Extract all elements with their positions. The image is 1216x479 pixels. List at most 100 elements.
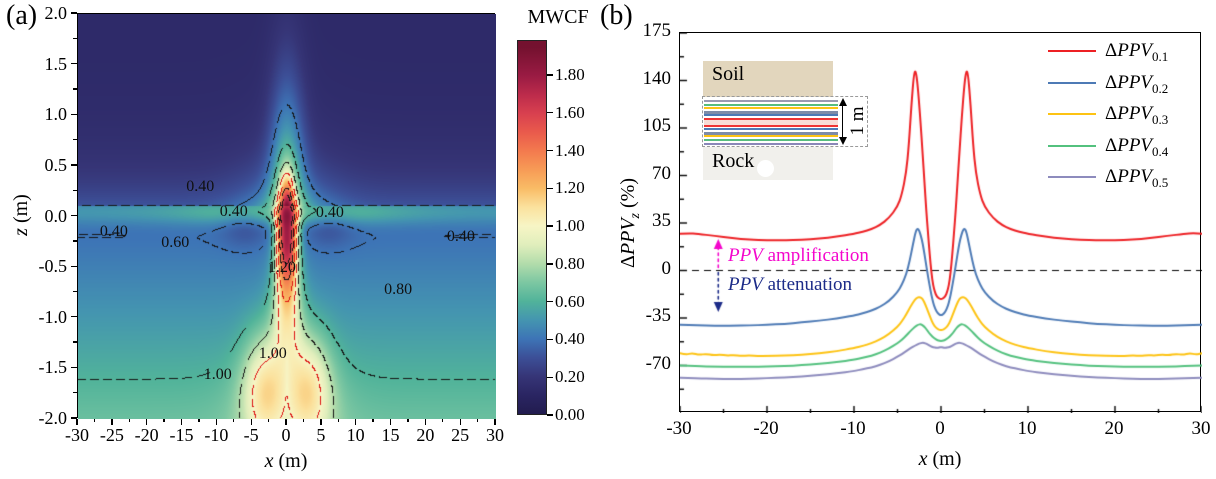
axis-tick bbox=[73, 341, 77, 343]
colorbar-tick-label: 0.20 bbox=[555, 367, 585, 387]
colorbar-gradient bbox=[517, 40, 547, 415]
axis-tick bbox=[302, 418, 305, 422]
legend-label-part: PPV bbox=[1117, 71, 1153, 93]
legend-label-part: 0.2 bbox=[1152, 80, 1169, 96]
legend-line-sample bbox=[1048, 50, 1096, 52]
legend-label-part: 0.1 bbox=[1152, 48, 1169, 64]
inset-dim-arrow-line bbox=[842, 101, 844, 142]
soil-layer-line bbox=[704, 107, 838, 110]
panel-a-x-tick-label: 20 bbox=[416, 425, 435, 445]
panel-a-x-unit: (m) bbox=[273, 450, 308, 472]
panel-b-tag: (b) bbox=[600, 0, 633, 31]
axis-tick bbox=[70, 113, 77, 115]
axis-tick bbox=[424, 418, 427, 425]
axis-tick bbox=[73, 88, 77, 90]
panel-b-x-tick-label: -20 bbox=[753, 418, 779, 439]
legend-line-sample bbox=[1048, 176, 1096, 178]
contour-value-label: 0.80 bbox=[384, 281, 413, 299]
axis-tick bbox=[73, 240, 77, 242]
panel-a-z-tick-label: -2.0 bbox=[38, 408, 68, 428]
panel-b-x-tick-label: -30 bbox=[666, 418, 692, 439]
contour-value-label: 0.40 bbox=[315, 204, 344, 222]
axis-tick bbox=[459, 418, 461, 425]
inset-dashed-box bbox=[702, 96, 868, 147]
colorbar-tick-label: 1.60 bbox=[555, 102, 585, 122]
axis-tick bbox=[547, 263, 553, 265]
legend-label-part: Δ bbox=[1105, 134, 1118, 156]
axis-tick bbox=[389, 418, 392, 425]
soil-layer-line bbox=[704, 117, 838, 120]
panel-a-x-tick-label: 15 bbox=[381, 425, 400, 445]
ppv-attenuation-annotation: PPV attenuation bbox=[728, 274, 852, 296]
soil-layer-line bbox=[704, 128, 838, 131]
panel-a-z-tick-label: 1.0 bbox=[44, 104, 68, 125]
soil-layer-line bbox=[704, 100, 838, 102]
axis-tick bbox=[73, 290, 77, 293]
colorbar-tick-label: 1.20 bbox=[555, 178, 585, 198]
panel-b-x-tick-label: 20 bbox=[1104, 418, 1124, 439]
panel-b-x-var: x bbox=[918, 448, 928, 470]
soil-layer-line bbox=[704, 135, 838, 138]
axis-tick bbox=[128, 418, 130, 422]
panel-a-z-tick-label: 0.5 bbox=[44, 154, 68, 175]
axis-tick bbox=[111, 418, 113, 425]
panel-b-y-tick-label: 0 bbox=[661, 257, 672, 279]
panel-a-x-var: x bbox=[264, 450, 274, 472]
ppv-attenuation-symbol: PPV bbox=[728, 274, 763, 295]
panel-b-y-tick-label: 70 bbox=[652, 162, 671, 184]
legend-label-part: 0.3 bbox=[1152, 111, 1169, 127]
ppv-amplification-text: amplification bbox=[762, 245, 869, 266]
colorbar-tick-label: 1.80 bbox=[555, 64, 585, 84]
legend-label-part: 0.5 bbox=[1152, 174, 1169, 190]
legend-item: ΔPPV0.1 bbox=[1048, 40, 1169, 64]
panel-a-x-tick-label: -15 bbox=[169, 425, 194, 445]
panel-b-y-tick-label: -35 bbox=[645, 305, 671, 326]
panel-a-x-tick-label: -25 bbox=[99, 425, 124, 445]
axis-tick bbox=[547, 414, 553, 416]
ppv-amplification-annotation: PPV amplification bbox=[728, 245, 869, 267]
colorbar-tick-label: 0.60 bbox=[555, 291, 585, 311]
contour-value-label: 1.00 bbox=[203, 366, 232, 384]
axis-tick bbox=[547, 338, 553, 341]
axis-tick bbox=[233, 418, 235, 422]
legend-item: ΔPPV0.4 bbox=[1048, 135, 1168, 157]
ppv-amplification-symbol: PPV bbox=[728, 245, 763, 266]
colorbar-title: MWCF bbox=[527, 6, 589, 28]
axis-tick bbox=[70, 366, 77, 369]
axis-tick bbox=[337, 418, 339, 422]
ppv-attenuation-text: attenuation bbox=[762, 274, 852, 295]
legend-item: ΔPPV0.5 bbox=[1048, 166, 1169, 190]
axis-tick bbox=[215, 418, 218, 425]
contour-value-label: 0.40 bbox=[219, 203, 248, 221]
axis-tick bbox=[267, 418, 270, 422]
panel-a-x-tick-label: -10 bbox=[204, 425, 229, 445]
axis-tick bbox=[547, 74, 553, 76]
contour-value-label: 0.40 bbox=[446, 227, 475, 245]
contour-value-label: 1.20 bbox=[267, 259, 296, 277]
legend-line-sample bbox=[1048, 144, 1096, 147]
contour-value-label: 0.60 bbox=[161, 233, 190, 251]
legend-label-part: PPV bbox=[1117, 166, 1153, 187]
axis-tick bbox=[70, 164, 77, 166]
legend-label: ΔPPV0.5 bbox=[1105, 166, 1169, 190]
panel-a-x-tick-label: 10 bbox=[346, 425, 365, 445]
axis-tick bbox=[250, 418, 252, 425]
axis-tick bbox=[73, 37, 77, 39]
axis-tick bbox=[70, 214, 77, 217]
axis-tick bbox=[355, 418, 357, 425]
soil-layer-line bbox=[704, 139, 838, 141]
axis-tick bbox=[93, 418, 96, 422]
axis-tick bbox=[285, 418, 287, 425]
axis-tick bbox=[320, 418, 322, 425]
legend-label-part: PPV bbox=[1117, 40, 1153, 61]
panel-a-z-tick-label: -1.0 bbox=[38, 306, 68, 327]
inset-dim-arrowhead-down bbox=[838, 137, 847, 145]
panel-b-y-tick-label: 175 bbox=[642, 20, 672, 41]
panel-b-y-tick-label: -70 bbox=[645, 352, 671, 374]
legend-label-part: Δ bbox=[1105, 71, 1118, 93]
axis-tick bbox=[73, 392, 77, 394]
legend-label-part: PPV bbox=[1117, 103, 1153, 124]
axis-tick bbox=[547, 187, 553, 189]
colorbar-tick-label: 1.40 bbox=[555, 140, 585, 160]
axis-tick bbox=[70, 417, 77, 419]
